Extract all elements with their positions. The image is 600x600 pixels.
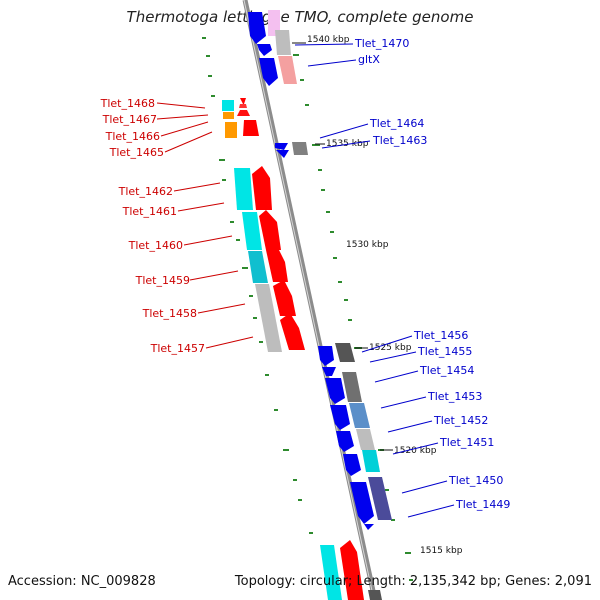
forward-genes — [237, 98, 305, 350]
gene-label-Tlet_1454: Tlet_1454 — [419, 364, 474, 377]
gene-label-Tlet_1468: Tlet_1468 — [100, 97, 155, 110]
gene-label-Tlet_1452: Tlet_1452 — [433, 414, 488, 427]
gene-label-Tlet_1467: Tlet_1467 — [102, 113, 157, 126]
kbp-label-1530: 1530 kbp — [346, 240, 389, 250]
gene-label-Tlet_1453: Tlet_1453 — [427, 390, 482, 403]
map-title: Thermotoga lettingae TMO, complete genom… — [126, 8, 474, 26]
gene-label-Tlet_1455: Tlet_1455 — [417, 345, 472, 358]
backbone-highlight — [243, 0, 375, 600]
bottom-partial-genes — [320, 540, 382, 600]
gc-ticks — [202, 37, 413, 581]
gene-label-Tlet_1451: Tlet_1451 — [439, 436, 494, 449]
reverse-cog-blocks — [268, 10, 392, 520]
gene-label-Tlet_1456: Tlet_1456 — [413, 329, 468, 342]
gene-label-Tlet_1470: Tlet_1470 — [354, 37, 409, 50]
gene-label-gltX: gltX — [358, 53, 380, 66]
gene-label-Tlet_1450: Tlet_1450 — [448, 474, 503, 487]
backbone-line — [242, 0, 378, 600]
kbp-label-1515: 1515 kbp — [420, 546, 463, 556]
reverse-labels: Tlet_1470 gltX Tlet_1464 Tlet_1463 Tlet_… — [354, 37, 510, 511]
gene-label-Tlet_1457: Tlet_1457 — [150, 342, 205, 355]
gene-label-Tlet_1466: Tlet_1466 — [105, 130, 160, 143]
gene-label-Tlet_1461: Tlet_1461 — [122, 205, 177, 218]
forward-leader-lines — [156, 102, 254, 349]
kbp-label-1525: 1525 kbp — [369, 343, 412, 353]
gene-label-Tlet_1465: Tlet_1465 — [109, 146, 164, 159]
reverse-genes — [248, 12, 374, 530]
gene-label-Tlet_1463: Tlet_1463 — [372, 134, 427, 147]
accession-text: Accession: NC_009828 — [8, 574, 156, 589]
genome-summary-text: Topology: circular; Length: 2,135,342 bp… — [234, 574, 592, 589]
kbp-label-1540: 1540 kbp — [307, 35, 350, 45]
gene-label-Tlet_1464: Tlet_1464 — [369, 117, 424, 130]
reverse-leader-lines — [294, 43, 455, 518]
forward-labels: Tlet_1468 Tlet_1467 Tlet_1466 Tlet_1465 … — [100, 97, 205, 355]
gene-label-Tlet_1458: Tlet_1458 — [142, 307, 197, 320]
gene-label-Tlet_1462: Tlet_1462 — [118, 185, 173, 198]
kbp-label-1520: 1520 kbp — [394, 446, 437, 456]
gene-label-Tlet_1459: Tlet_1459 — [135, 274, 190, 287]
gene-label-Tlet_1460: Tlet_1460 — [128, 239, 183, 252]
forward-cog-blocks — [222, 100, 282, 352]
gene-label-Tlet_1449: Tlet_1449 — [455, 498, 510, 511]
